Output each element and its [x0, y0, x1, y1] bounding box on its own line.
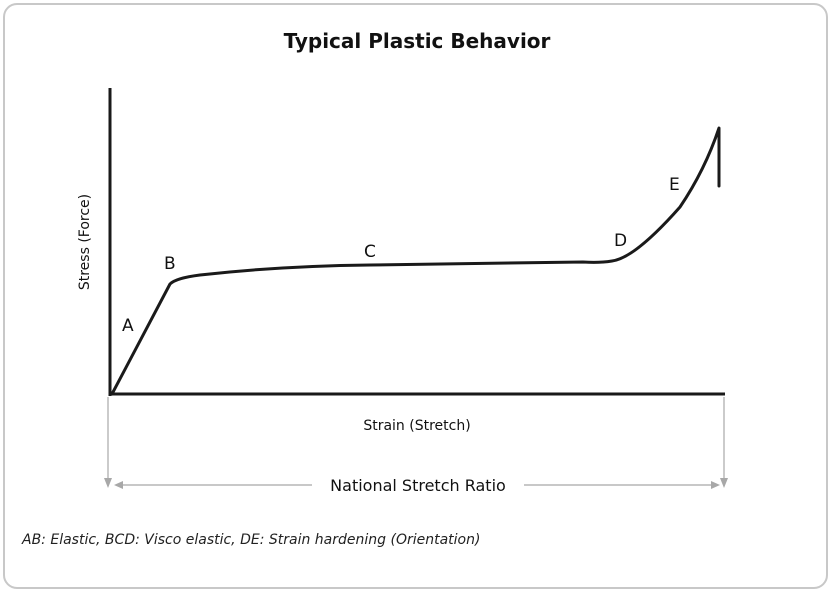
stretch-ratio-label: National Stretch Ratio [330, 476, 506, 495]
diagram-title: Typical Plastic Behavior [284, 29, 551, 53]
ratio-arrow-left-head [114, 481, 123, 489]
diagram-caption: AB: Elastic, BCD: Visco elastic, DE: Str… [22, 532, 481, 548]
point-label-c: C [364, 242, 376, 262]
point-label-e: E [669, 175, 680, 195]
diagram-frame [3, 3, 828, 589]
point-label-a: A [122, 316, 134, 336]
y-axis-label: Stress (Force) [77, 194, 93, 290]
right-guide-arrowhead [720, 478, 728, 488]
ratio-arrow-right-head [711, 481, 720, 489]
stress-strain-curve [110, 126, 721, 396]
point-label-d: D [614, 231, 627, 251]
left-guide-arrowhead [104, 478, 112, 488]
point-label-b: B [164, 254, 176, 274]
x-axis-label: Strain (Stretch) [363, 418, 470, 434]
